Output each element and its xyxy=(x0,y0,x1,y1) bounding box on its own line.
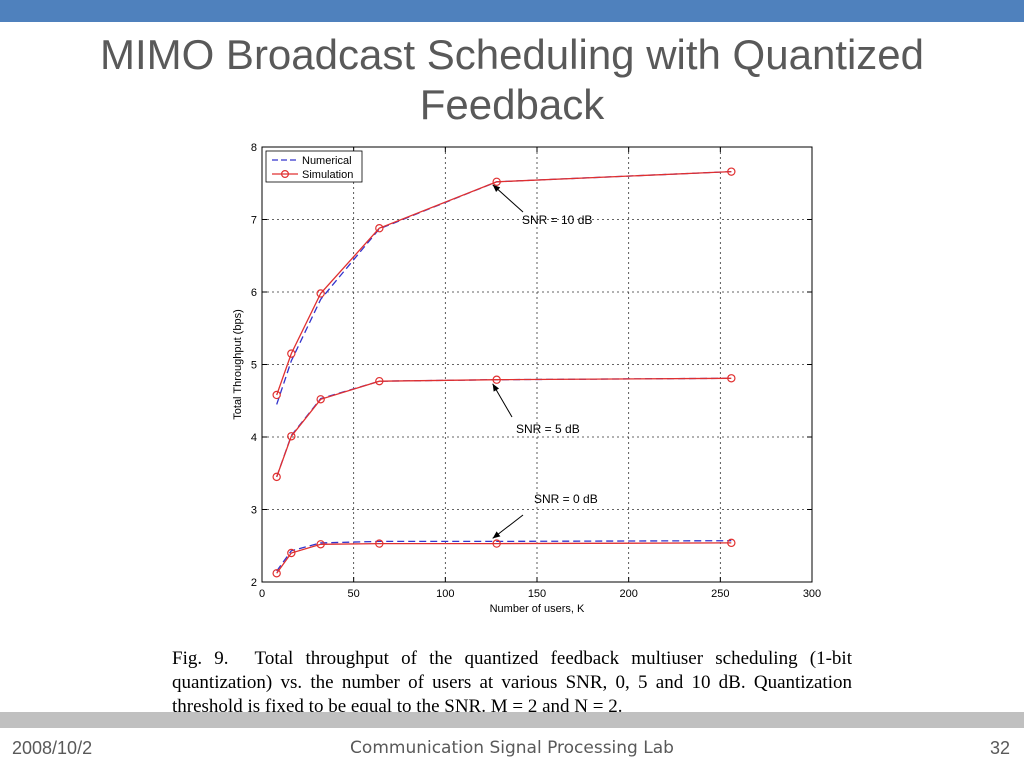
legend-box xyxy=(265,150,363,183)
data-point-simulation xyxy=(287,349,296,358)
annotation-label: SNR = 10 dB xyxy=(522,213,592,227)
annotation-arrowhead xyxy=(492,383,500,392)
series-line-simulation xyxy=(276,377,732,478)
series-line-simulation xyxy=(276,170,732,396)
caption-label: Fig. 9. xyxy=(172,648,229,669)
data-point-simulation xyxy=(316,395,325,404)
data-point-simulation xyxy=(727,167,736,176)
throughput-chart: 0 50 100 150 200 250 300 2 3 4 5 6 7 8 Number of users… xyxy=(225,140,835,620)
data-point-simulation xyxy=(375,376,384,386)
footer-lab-name: Communication Signal Processing Lab xyxy=(350,738,674,758)
y-tick-label: 4 xyxy=(251,432,257,444)
data-point-simulation xyxy=(272,390,281,400)
annotation-label: SNR = 0 dB xyxy=(534,492,598,506)
y-tick-label: 2 xyxy=(251,577,257,589)
data-point-simulation xyxy=(492,375,501,384)
page-number: 32 xyxy=(989,738,1010,758)
slide-title: MIMO Broadcast Scheduling with Quantized… xyxy=(99,31,925,128)
series-line-numerical xyxy=(276,170,732,405)
x-tick-label: 250 xyxy=(711,588,729,600)
data-point-simulation xyxy=(492,539,501,548)
data-point-simulation xyxy=(272,472,281,482)
y-tick-label: 3 xyxy=(251,505,257,517)
x-axis-label: Number of users, K xyxy=(490,603,585,615)
data-point-simulation xyxy=(727,374,736,383)
data-point-simulation xyxy=(316,289,325,298)
caption-text: Total throughput of the quantized feedba… xyxy=(172,648,852,717)
data-point-simulation xyxy=(375,539,384,548)
x-tick-label: 100 xyxy=(436,588,454,600)
annotation-arrowhead xyxy=(492,184,501,193)
x-tick-label: 200 xyxy=(619,588,637,600)
chart-svg: 0 50 100 150 200 250 300 2 3 4 5 6 7 8 Number of users… xyxy=(232,142,821,615)
y-axis-label: Total Throughput (bps) xyxy=(232,309,244,419)
annotation-label: SNR = 5 dB xyxy=(516,422,580,436)
data-point-simulation xyxy=(375,223,384,233)
data-point-simulation xyxy=(287,548,296,558)
x-tick-label: 150 xyxy=(528,588,546,600)
x-tick-label: 300 xyxy=(803,588,821,600)
figure-caption: Fig. 9. Total throughput of the quantized… xyxy=(172,647,852,719)
y-tick-label: 5 xyxy=(251,360,257,372)
x-tick-label: 0 xyxy=(259,588,265,600)
data-point-simulation xyxy=(316,540,325,549)
legend-label-numerical: Numerical xyxy=(302,155,352,167)
footer-date: 2008/10/2 xyxy=(12,738,93,758)
data-point-simulation xyxy=(492,177,501,187)
legend-label-simulation: Simulation xyxy=(302,169,353,181)
legend-marker-simulation xyxy=(280,170,289,179)
annotation-arrowhead xyxy=(492,531,501,539)
data-point-simulation xyxy=(727,538,736,548)
legend: Numerical Simulation xyxy=(265,150,363,183)
y-tick-label: 7 xyxy=(251,215,257,227)
data-point-simulation xyxy=(272,569,281,578)
data-point-simulation xyxy=(287,432,296,441)
y-tick-label: 8 xyxy=(251,142,257,154)
top-accent-bar xyxy=(0,0,1024,22)
series-line-numerical xyxy=(276,540,732,572)
y-tick-label: 6 xyxy=(251,287,257,299)
footer-bar xyxy=(0,712,1024,728)
x-tick-label: 50 xyxy=(348,588,360,600)
